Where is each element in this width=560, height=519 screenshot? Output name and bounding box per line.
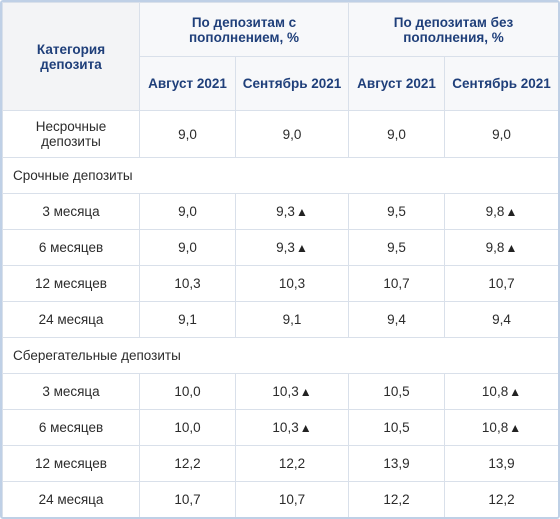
- group-without-replenishment-header: По депозитам без пополнения, %: [348, 2, 558, 57]
- cell-value: 9,4: [444, 301, 558, 338]
- cell-value: 10,7: [348, 265, 446, 302]
- cell-value: 9,5: [348, 193, 446, 230]
- row-label: 6 месяцев: [2, 229, 140, 266]
- table-row: 24 месяца 9,1 9,1 9,4 9,4: [2, 301, 558, 338]
- g1-september-header: Сентябрь 2021: [234, 56, 350, 111]
- cell-value-increase: 9,8▲: [444, 193, 558, 230]
- value-text: 10,8: [481, 384, 509, 399]
- group-with-replenishment-header: По депозитам с пополнением, %: [138, 2, 350, 57]
- cell-value: 10,7: [234, 481, 350, 517]
- row-label: 6 месяцев: [2, 409, 140, 446]
- table-row: 24 месяца 10,7 10,7 12,2 12,2: [2, 481, 558, 517]
- g2-september-header: Сентябрь 2021: [444, 56, 558, 111]
- cell-value-increase: 10,3▲: [234, 409, 350, 446]
- up-triangle-icon: ▲: [295, 241, 308, 255]
- table-row: 6 месяцев 9,0 9,3▲ 9,5 9,8▲: [2, 229, 558, 266]
- section-title-savings: Сберегательные депозиты: [2, 337, 558, 374]
- cell-value: 10,0: [139, 373, 236, 410]
- up-triangle-icon: ▲: [299, 385, 312, 399]
- cell-value: 9,0: [348, 110, 446, 158]
- value-text: 9,3: [276, 240, 295, 255]
- value-text: 9,3: [276, 204, 295, 219]
- row-label: 24 месяца: [2, 301, 140, 338]
- row-label: Несрочные депозиты: [2, 110, 140, 158]
- up-triangle-icon: ▲: [509, 421, 522, 435]
- cell-value: 10,3: [234, 265, 350, 302]
- up-triangle-icon: ▲: [509, 385, 522, 399]
- g1-august-header: Август 2021: [139, 56, 236, 111]
- section-row-savings: Сберегательные депозиты: [2, 337, 558, 374]
- up-triangle-icon: ▲: [505, 205, 518, 219]
- category-header: Категория депозита: [2, 2, 140, 111]
- value-text: 10,3: [272, 420, 299, 435]
- cell-value: 12,2: [139, 445, 236, 482]
- cell-value: 12,2: [444, 481, 558, 517]
- cell-value: 9,4: [348, 301, 446, 338]
- cell-value: 10,3: [139, 265, 236, 302]
- value-text: 9,8: [485, 240, 505, 255]
- cell-value: 9,0: [139, 110, 236, 158]
- g2-august-header: Август 2021: [348, 56, 446, 111]
- cell-value: 10,7: [444, 265, 558, 302]
- up-triangle-icon: ▲: [505, 241, 518, 255]
- table-row: 3 месяца 10,0 10,3▲ 10,5 10,8▲: [2, 373, 558, 410]
- cell-value: 9,0: [234, 110, 350, 158]
- cell-value: 9,0: [444, 110, 558, 158]
- row-label: 3 месяца: [2, 193, 140, 230]
- cell-value-increase: 10,3▲: [234, 373, 350, 410]
- up-triangle-icon: ▲: [295, 205, 308, 219]
- row-label: 12 месяцев: [2, 265, 140, 302]
- row-label: 24 месяца: [2, 481, 140, 517]
- cell-value: 10,5: [348, 373, 446, 410]
- row-label: 12 месяцев: [2, 445, 140, 482]
- cell-value-increase: 9,3▲: [234, 229, 350, 266]
- cell-value: 12,2: [348, 481, 446, 517]
- table-row: 12 месяцев 12,2 12,2 13,9 13,9: [2, 445, 558, 482]
- up-triangle-icon: ▲: [299, 421, 312, 435]
- table-row: 12 месяцев 10,3 10,3 10,7 10,7: [2, 265, 558, 302]
- value-text: 10,8: [481, 420, 509, 435]
- cell-value: 9,0: [139, 229, 236, 266]
- cell-value-increase: 9,3▲: [234, 193, 350, 230]
- cell-value-increase: 9,8▲: [444, 229, 558, 266]
- cell-value: 12,2: [234, 445, 350, 482]
- cell-value: 9,1: [139, 301, 236, 338]
- section-title-term: Срочные депозиты: [2, 157, 558, 194]
- value-text: 9,8: [485, 204, 505, 219]
- cell-value: 9,5: [348, 229, 446, 266]
- cell-value: 10,0: [139, 409, 236, 446]
- section-row-term: Срочные депозиты: [2, 157, 558, 194]
- row-label: 3 месяца: [2, 373, 140, 410]
- cell-value: 9,0: [139, 193, 236, 230]
- header-row-groups: Категория депозита По депозитам с пополн…: [2, 2, 558, 111]
- cell-value: 13,9: [348, 445, 446, 482]
- table-row-nonterm: Несрочные депозиты 9,0 9,0 9,0 9,0: [2, 110, 558, 158]
- cell-value: 10,5: [348, 409, 446, 446]
- cell-value: 10,7: [139, 481, 236, 517]
- table-row: 6 месяцев 10,0 10,3▲ 10,5 10,8▲: [2, 409, 558, 446]
- value-text: 10,3: [272, 384, 299, 399]
- cell-value-increase: 10,8▲: [444, 373, 558, 410]
- cell-value-increase: 10,8▲: [444, 409, 558, 446]
- cell-value: 13,9: [444, 445, 558, 482]
- header-row-months: Август 2021 Сентябрь 2021 Август 2021 Се…: [3, 56, 558, 111]
- cell-value: 9,1: [234, 301, 350, 338]
- table-row: 3 месяца 9,0 9,3▲ 9,5 9,8▲: [2, 193, 558, 230]
